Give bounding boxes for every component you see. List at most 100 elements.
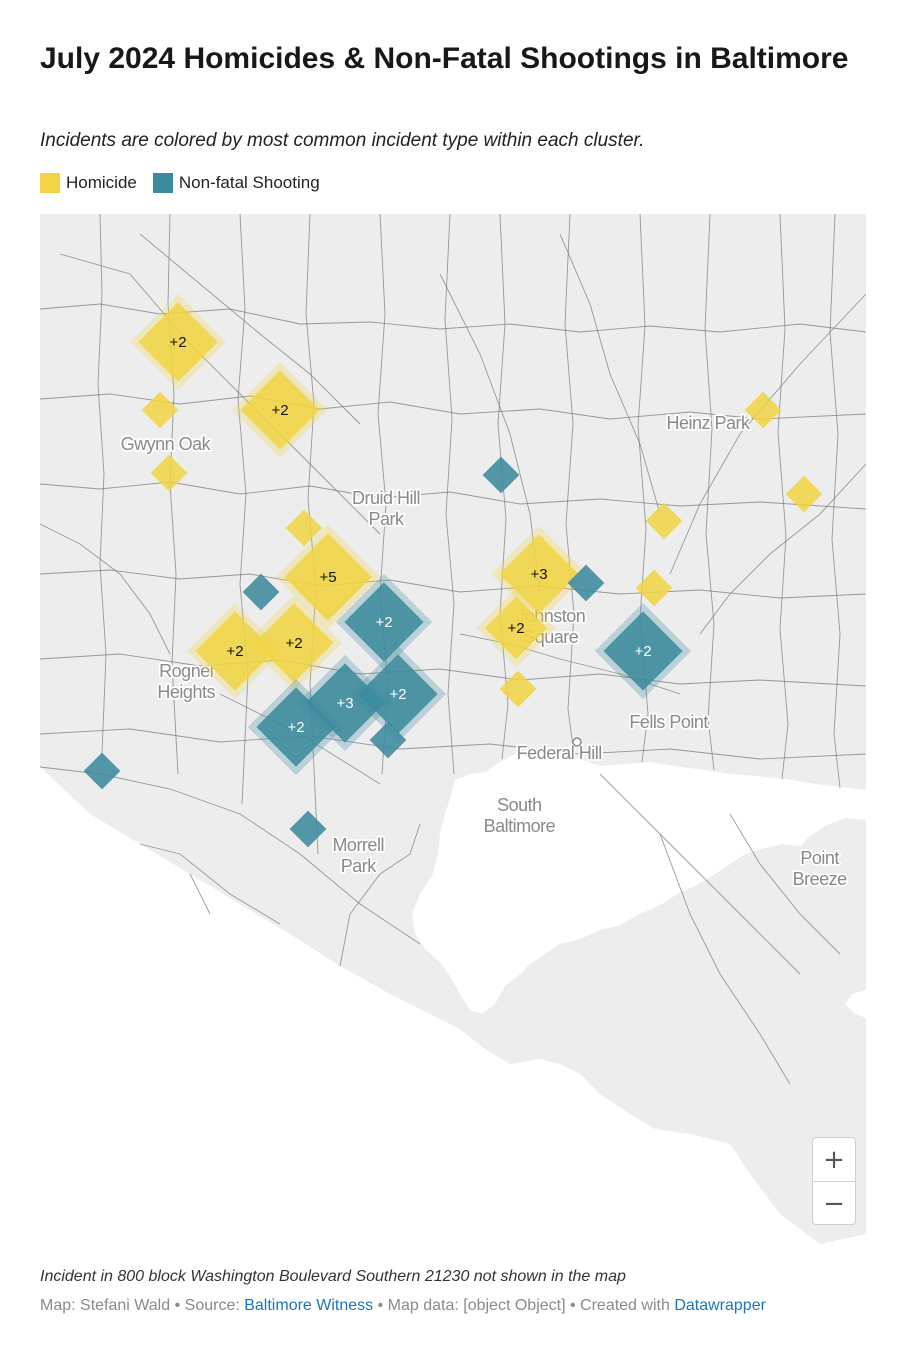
non-fatal-shooting-cluster-20[interactable]: +2 [247, 678, 345, 776]
cluster-marker [744, 391, 782, 429]
boundary-line-3 [40, 569, 866, 599]
boundary-line-6 [97, 214, 107, 755]
non-fatal-shooting-cluster-19[interactable]: +2 [349, 645, 447, 743]
cluster-marker [240, 370, 320, 450]
legend-label-non-fatal: Non-fatal Shooting [178, 173, 320, 192]
place-label-heinz-park: Heinz Park [666, 413, 751, 433]
homicide-cluster-13[interactable] [744, 391, 782, 429]
cluster-count-label: +3 [530, 566, 547, 583]
homicide-cluster-11[interactable] [645, 502, 683, 540]
boundary-line-27 [699, 463, 866, 635]
place-label-south-baltimore: South Baltimore [484, 795, 556, 836]
boundary-line-31 [599, 773, 801, 975]
boundary-line-19 [139, 843, 281, 925]
homicide-cluster-6[interactable]: +2 [186, 602, 284, 700]
created-with-prefix: • Created with [569, 1297, 670, 1314]
cluster-count-label: +3 [336, 695, 353, 712]
cluster-marker [358, 654, 438, 734]
chart-notes: Incident in 800 block Washington Bouleva… [40, 1268, 626, 1285]
homicide-cluster-1[interactable]: +2 [231, 361, 329, 459]
boundary-line-5 [40, 728, 866, 760]
cluster-count-label: +2 [271, 402, 288, 419]
boundary-line-23 [139, 233, 361, 425]
place-label-federal-hill: Federal Hill [517, 743, 602, 763]
cluster-marker [499, 670, 537, 708]
place-label-druid-hill-park: Druid Hill Park [352, 488, 420, 529]
non-fatal-shooting-cluster-25[interactable] [289, 810, 327, 848]
cluster-marker [242, 573, 280, 611]
harbor-water [412, 752, 866, 1014]
boundary-line-15 [704, 214, 715, 771]
boundary-line-13 [564, 214, 575, 755]
homicide-cluster-2[interactable] [141, 391, 179, 429]
cluster-marker [284, 533, 372, 621]
non-fatal-shooting-cluster-24[interactable] [567, 564, 605, 602]
cluster-marker [645, 502, 683, 540]
non-fatal-shooting-cluster-15[interactable] [482, 456, 520, 494]
source-prefix: • Source: [174, 1297, 240, 1314]
cluster-marker [138, 302, 218, 382]
cluster-count-label: +5 [319, 569, 336, 586]
fells-point-marker [572, 737, 582, 747]
byline: Map: Stefani Wald [40, 1297, 171, 1314]
cluster-count-label: +2 [375, 614, 392, 631]
boundary-line-9 [305, 214, 319, 855]
legend-item-non-fatal: Non-fatal Shooting [152, 173, 320, 193]
cluster-marker [285, 509, 323, 547]
cluster-marker [344, 582, 424, 662]
homicide-cluster-7[interactable]: +2 [245, 594, 343, 692]
zoom-in-button[interactable]: + [823, 1144, 845, 1175]
chart-subtitle: Incidents are colored by most common inc… [40, 130, 645, 151]
cluster-count-label: +2 [169, 334, 186, 351]
boundary-line-14 [637, 214, 649, 763]
homicide-cluster-0[interactable]: +2 [129, 293, 227, 391]
place-label-point-breeze: Point Breeze [793, 848, 848, 889]
non-fatal-shooting-cluster-22[interactable] [83, 752, 121, 790]
cluster-count-label: +2 [226, 643, 243, 660]
non-fatal-shooting-cluster-23[interactable]: +2 [594, 602, 692, 700]
boundary-line-22 [59, 253, 381, 535]
cluster-count-label: +2 [285, 635, 302, 652]
boundary-line-16 [777, 214, 789, 780]
boundary-line-26 [669, 293, 866, 575]
homicide-cluster-12[interactable] [635, 569, 673, 607]
place-label-gwynn-oak: Gwynn Oak [121, 434, 212, 454]
boundary-line-33 [659, 833, 791, 1085]
homicide-cluster-4[interactable] [285, 509, 323, 547]
chart-title: July 2024 Homicides & Non-Fatal Shooting… [40, 42, 849, 75]
cluster-marker [150, 454, 188, 492]
boundary-line-11 [444, 214, 455, 775]
zoom-control: + − [812, 1137, 856, 1225]
boundary-line-21 [339, 823, 421, 967]
datawrapper-link[interactable]: Datawrapper [674, 1297, 766, 1314]
cluster-marker [83, 752, 121, 790]
boundary-line-2 [40, 481, 866, 510]
cluster-marker [567, 564, 605, 602]
cluster-marker [785, 475, 823, 513]
boundary-line-29 [40, 523, 171, 655]
cluster-marker [484, 596, 548, 660]
boundary-line-0 [40, 303, 866, 333]
cluster-marker [289, 810, 327, 848]
non-fatal-shooting-cluster-17[interactable]: +2 [335, 573, 433, 671]
cluster-count-label: +2 [634, 643, 651, 660]
cluster-marker [482, 456, 520, 494]
city-land [40, 214, 866, 1244]
homicide-cluster-3[interactable] [150, 454, 188, 492]
place-label-rognel-heights: Rognel Heights [157, 661, 215, 702]
non-fatal-shooting-cluster-16[interactable] [242, 573, 280, 611]
non-fatal-shooting-cluster-21[interactable] [369, 721, 407, 759]
boundary-line-32 [729, 813, 841, 955]
legend: Homicide Non-fatal Shooting [40, 173, 336, 193]
cluster-count-label: +2 [287, 719, 304, 736]
legend-swatch-non-fatal [152, 173, 173, 193]
map[interactable]: Gwynn Oak Druid Hill Park Heinz Park Johnsto… [40, 214, 866, 1244]
cluster-marker [369, 721, 407, 759]
source-link[interactable]: Baltimore Witness [244, 1297, 374, 1314]
zoom-out-button[interactable]: − [813, 1181, 855, 1224]
homicide-cluster-10[interactable] [499, 670, 537, 708]
footer: Map: Stefani Wald • Source: Baltimore Wi… [40, 1297, 766, 1315]
place-label-fells-point: Fells Point [629, 712, 708, 732]
homicide-cluster-14[interactable] [785, 475, 823, 513]
